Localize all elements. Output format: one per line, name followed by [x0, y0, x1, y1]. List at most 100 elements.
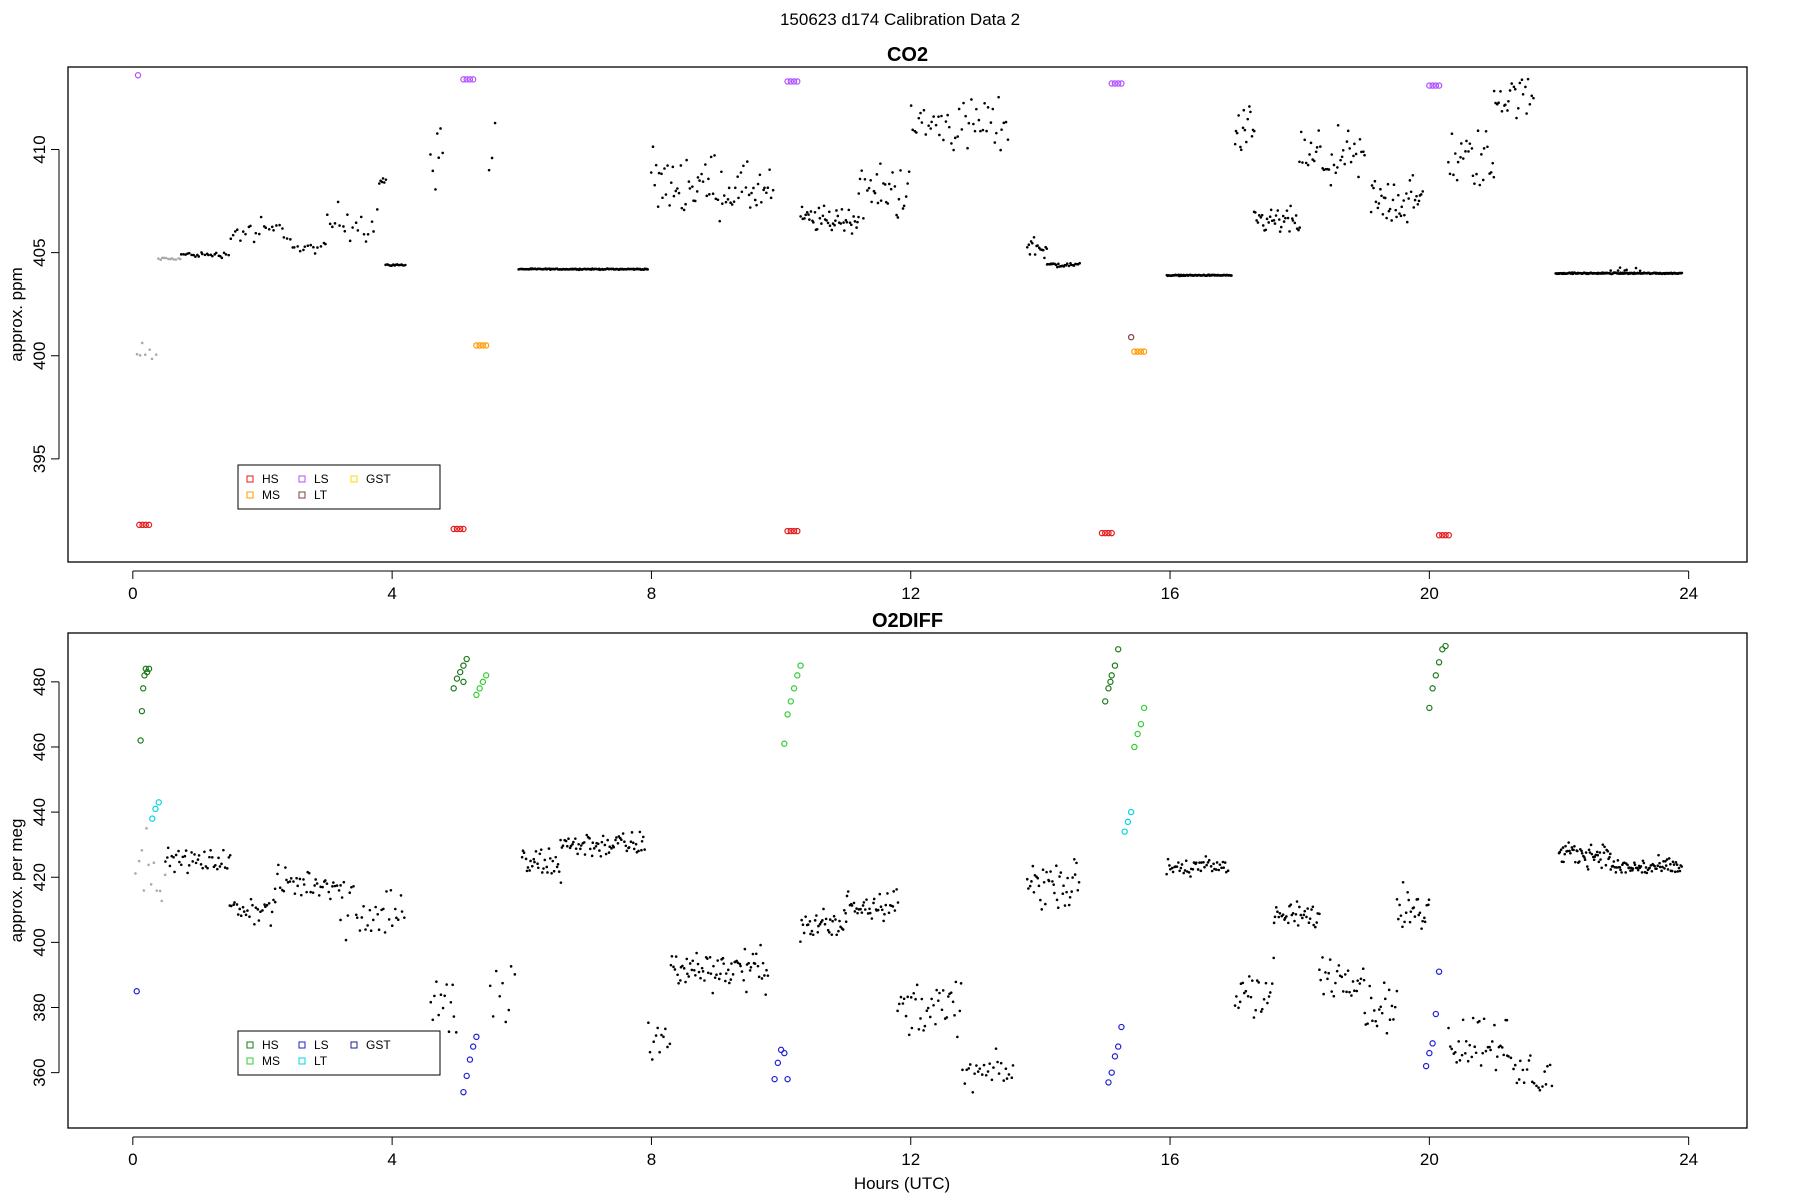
point-ms: [790, 685, 798, 692]
point-ls: [1114, 1043, 1122, 1050]
y-tick-label: 360: [30, 1058, 49, 1086]
ambient-point: [150, 357, 154, 361]
x-axis: 0 4 8 12 16 20 24: [128, 1136, 1698, 1169]
ambient-point: [870, 917, 874, 920]
panel-title: CO2: [887, 44, 928, 66]
ambient-point: [576, 852, 579, 856]
ambient-point: [1562, 860, 1565, 864]
ambient-point: [1259, 216, 1263, 219]
ambient-point: [677, 191, 681, 195]
ambient-point: [194, 255, 197, 258]
ambient-point: [1390, 1004, 1394, 1008]
ambient-point: [554, 855, 558, 859]
ambient-point: [977, 118, 981, 122]
ambient-point: [1178, 869, 1181, 873]
ambient-point: [1515, 1081, 1519, 1085]
ambient-point: [1417, 913, 1421, 917]
ambient-point: [441, 1006, 445, 1010]
ambient-point: [348, 239, 352, 243]
ambient-point: [1468, 142, 1472, 145]
ambient-point: [647, 1021, 650, 1024]
ambient-point: [663, 167, 666, 170]
ambient-point: [1298, 160, 1301, 164]
ambient-point: [1504, 103, 1507, 107]
ambient-point: [203, 850, 206, 854]
ambient-point: [172, 855, 175, 859]
ambient-point: [682, 208, 686, 212]
ambient-point: [1482, 147, 1486, 150]
ambient-point: [1310, 908, 1313, 911]
ambient-point: [901, 1002, 905, 1005]
ambient-point: [252, 240, 256, 244]
ambient-point: [211, 254, 214, 258]
ambient-point: [393, 907, 397, 911]
ambient-point: [984, 1073, 988, 1077]
ambient-point: [844, 911, 847, 915]
ambient-point: [1526, 77, 1530, 81]
ambient-point: [1239, 145, 1242, 149]
ambient-point: [729, 201, 732, 204]
ambient-point: [879, 199, 883, 202]
point-hs: [450, 685, 457, 692]
ambient-point: [1214, 868, 1218, 871]
ambient-point: [520, 855, 524, 859]
ambient-point: [1468, 1043, 1472, 1047]
ambient-point: [751, 952, 755, 956]
ambient-point: [816, 930, 820, 934]
ambient-point: [674, 955, 678, 958]
ambient-point: [1597, 860, 1601, 864]
ambient-point: [1461, 1018, 1465, 1022]
x-tick-label: 20: [1420, 1150, 1439, 1169]
ambient-point: [1355, 989, 1359, 993]
ambient-point: [906, 182, 909, 185]
ambient-point: [1658, 865, 1662, 869]
ambient-point: [285, 237, 289, 240]
ambient-point: [708, 193, 711, 196]
ambient-point: [822, 907, 825, 911]
ambient-point: [1340, 975, 1344, 979]
ambient-point: [749, 965, 753, 969]
ambient-point: [653, 183, 657, 187]
ambient-point: [1202, 860, 1205, 864]
ambient-point: [1241, 126, 1245, 130]
point-ms: [797, 662, 804, 669]
ambient-point: [1255, 979, 1259, 982]
ambient-point: [907, 1033, 911, 1037]
point-hs: [138, 707, 146, 715]
ambient-point: [370, 220, 374, 223]
point-hs: [1105, 529, 1112, 537]
ambient-point: [1343, 973, 1347, 976]
ambient-point: [911, 128, 914, 132]
point-ms: [473, 691, 480, 699]
ambient-point: [891, 905, 895, 908]
ambient-point: [1529, 1054, 1532, 1057]
ambient-point: [1586, 868, 1590, 871]
ambient-point: [1051, 880, 1054, 883]
ambient-point: [976, 1070, 980, 1073]
ambient-point: [972, 122, 975, 126]
point-hs: [139, 521, 146, 529]
ambient-point: [1633, 861, 1636, 864]
ambient-point: [360, 916, 364, 919]
ambient-point: [1598, 851, 1602, 854]
point-ls: [466, 1056, 474, 1063]
ambient-point: [682, 967, 686, 970]
ambient-point: [1366, 1022, 1369, 1025]
ambient-point: [934, 1022, 937, 1026]
ambient-point: [712, 964, 715, 968]
ambient-point: [490, 156, 494, 160]
ambient-point: [808, 919, 812, 923]
ambient-point: [1037, 884, 1041, 888]
ambient-point: [990, 1078, 994, 1082]
ambient-point: [1235, 995, 1238, 998]
ambient-point: [155, 889, 159, 892]
ambient-point: [222, 251, 226, 255]
ambient-point: [528, 869, 531, 872]
ambient-point: [368, 908, 372, 912]
ambient-point: [924, 133, 928, 136]
ambient-point: [1242, 991, 1246, 995]
ambient-point: [730, 203, 734, 206]
ambient-point: [184, 849, 188, 852]
point-ms: [1131, 348, 1138, 355]
